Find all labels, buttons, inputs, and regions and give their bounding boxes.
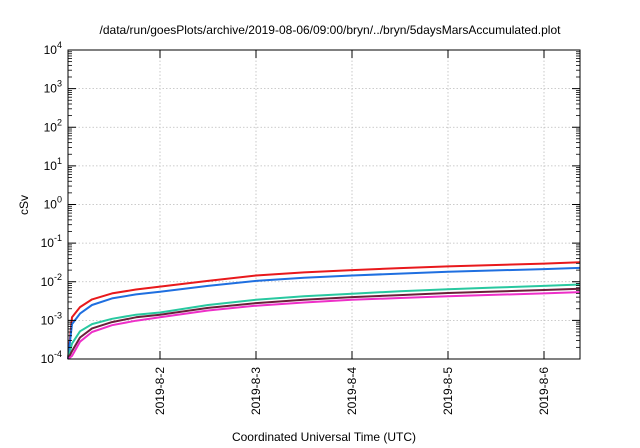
y-tick-label: 100 bbox=[44, 195, 62, 212]
series-line-5 bbox=[67, 291, 581, 360]
series-line-2 bbox=[67, 266, 581, 360]
y-tick-label: 101 bbox=[44, 156, 62, 173]
x-axis: 2019-8-2 2019-8-3 2019-8-4 2019-8-5 2019-8-6 bbox=[153, 50, 551, 415]
series-line-3 bbox=[67, 283, 581, 360]
y-tick-label: 10-1 bbox=[41, 233, 62, 250]
chart-title: /data/run/goesPlots/archive/2019-08-06/0… bbox=[100, 23, 562, 37]
x-tick-label: 2019-8-3 bbox=[249, 367, 263, 415]
y-tick-label: 104 bbox=[44, 40, 62, 57]
y-tick-label: 10-4 bbox=[41, 349, 62, 366]
x-tick-label: 2019-8-5 bbox=[441, 367, 455, 415]
series-line-1 bbox=[67, 261, 581, 360]
series-line-4 bbox=[67, 287, 581, 360]
series-layer bbox=[67, 261, 581, 360]
y-tick-label: 103 bbox=[44, 79, 62, 96]
x-tick-label: 2019-8-2 bbox=[153, 367, 167, 415]
y-tick-label: 10-3 bbox=[41, 310, 62, 327]
x-axis-label: Coordinated Universal Time (UTC) bbox=[232, 430, 416, 444]
x-tick-label: 2019-8-4 bbox=[345, 367, 359, 415]
y-tick-label: 102 bbox=[44, 117, 62, 134]
x-tick-label: 2019-8-6 bbox=[537, 367, 551, 415]
y-tick-label: 10-2 bbox=[41, 272, 62, 289]
y-axis-label: cSv bbox=[17, 195, 31, 215]
grid bbox=[68, 50, 580, 359]
